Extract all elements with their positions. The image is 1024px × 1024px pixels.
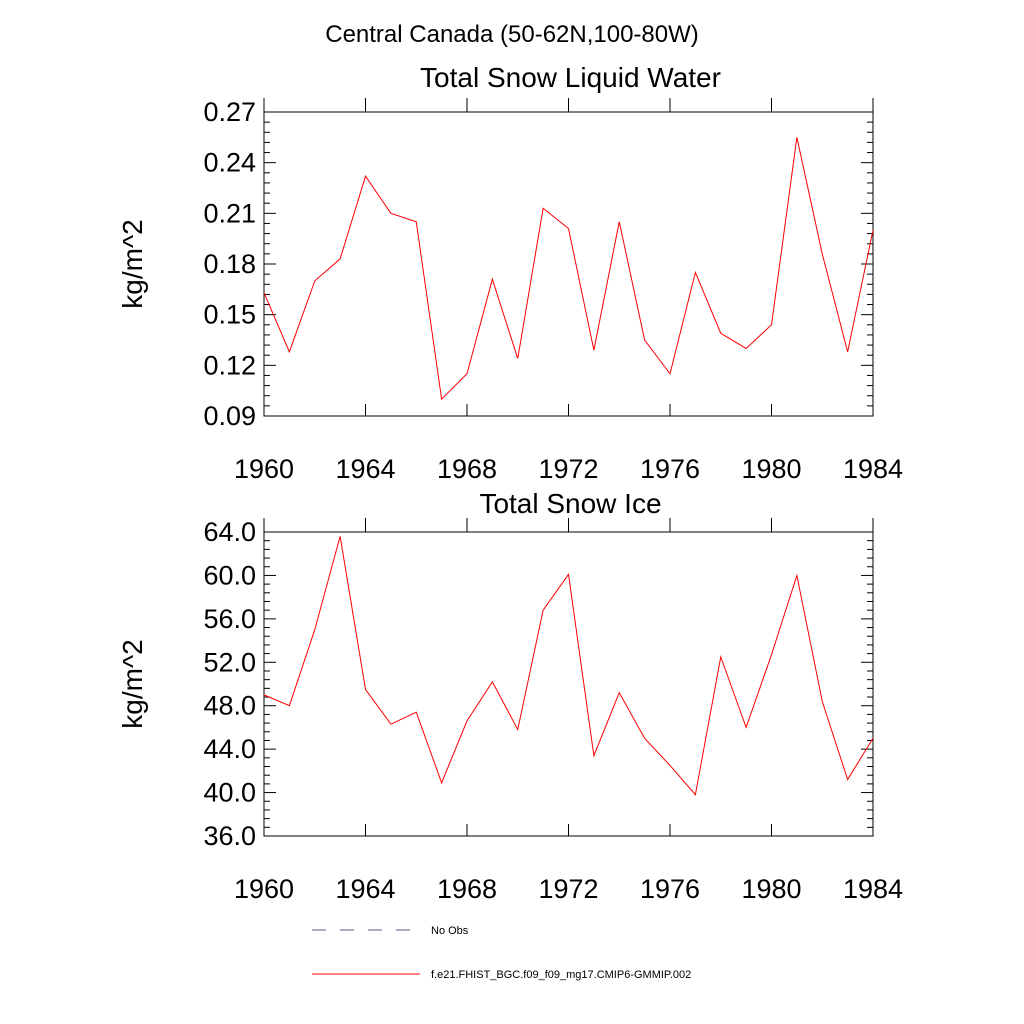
x-tick-label: 1980 <box>741 874 801 904</box>
legend-label-no-obs: No Obs <box>431 925 469 937</box>
y-tick-label: 60.0 <box>203 560 256 590</box>
y-tick-label: 0.21 <box>203 198 256 228</box>
x-tick-label: 1972 <box>538 874 598 904</box>
figure-title: Central Canada (50-62N,100-80W) <box>325 21 699 48</box>
panel-snow-ice: Total Snow Ice 36.0 40.0 44.0 48.0 52.0 56.0 60… <box>117 488 903 904</box>
x-tick-label: 1976 <box>640 454 700 484</box>
y-tick-label: 0.24 <box>203 148 256 178</box>
x-tick-label: 1980 <box>741 454 801 484</box>
y-tick-label: 52.0 <box>203 647 256 677</box>
y-axis-label: kg/m^2 <box>117 219 148 308</box>
x-tick-label: 1964 <box>335 874 395 904</box>
x-tick-label: 1960 <box>234 454 294 484</box>
x-tick-label: 1984 <box>843 454 903 484</box>
y-tick-label: 48.0 <box>203 691 256 721</box>
y-tick-label: 64.0 <box>203 517 256 547</box>
series-line <box>263 536 874 796</box>
y-tick-label: 0.27 <box>203 97 256 127</box>
x-tick-label: 1964 <box>335 454 395 484</box>
panel-snow-liquid-water: Total Snow Liquid Water 0.09 0.12 0.15 0.18 0… <box>117 62 903 484</box>
y-tick-label: 0.09 <box>203 401 256 431</box>
panel-title: Total Snow Liquid Water <box>420 62 721 93</box>
legend-label-model: f.e21.FHIST_BGC.f09_f09_mg17.CMIP6-GMMIP… <box>431 969 691 981</box>
legend: No Obs f.e21.FHIST_BGC.f09_f09_mg17.CMIP… <box>312 925 691 981</box>
x-tick-label: 1972 <box>538 454 598 484</box>
y-axis-label: kg/m^2 <box>117 639 148 728</box>
y-tick-label: 44.0 <box>203 734 256 764</box>
plot-frame <box>263 111 874 417</box>
x-tick-label: 1960 <box>234 874 294 904</box>
y-tick-label: 0.18 <box>203 249 256 279</box>
y-tick-label: 0.12 <box>203 350 256 380</box>
y-tick-label: 40.0 <box>203 778 256 808</box>
x-tick-label: 1968 <box>437 454 497 484</box>
x-tick-label: 1984 <box>843 874 903 904</box>
panel-title: Total Snow Ice <box>479 488 661 519</box>
x-tick-label: 1968 <box>437 874 497 904</box>
y-tick-label: 36.0 <box>203 821 256 851</box>
y-tick-label: 0.15 <box>203 300 256 330</box>
x-tick-label: 1976 <box>640 874 700 904</box>
series-line <box>263 137 874 401</box>
y-tick-label: 56.0 <box>203 604 256 634</box>
